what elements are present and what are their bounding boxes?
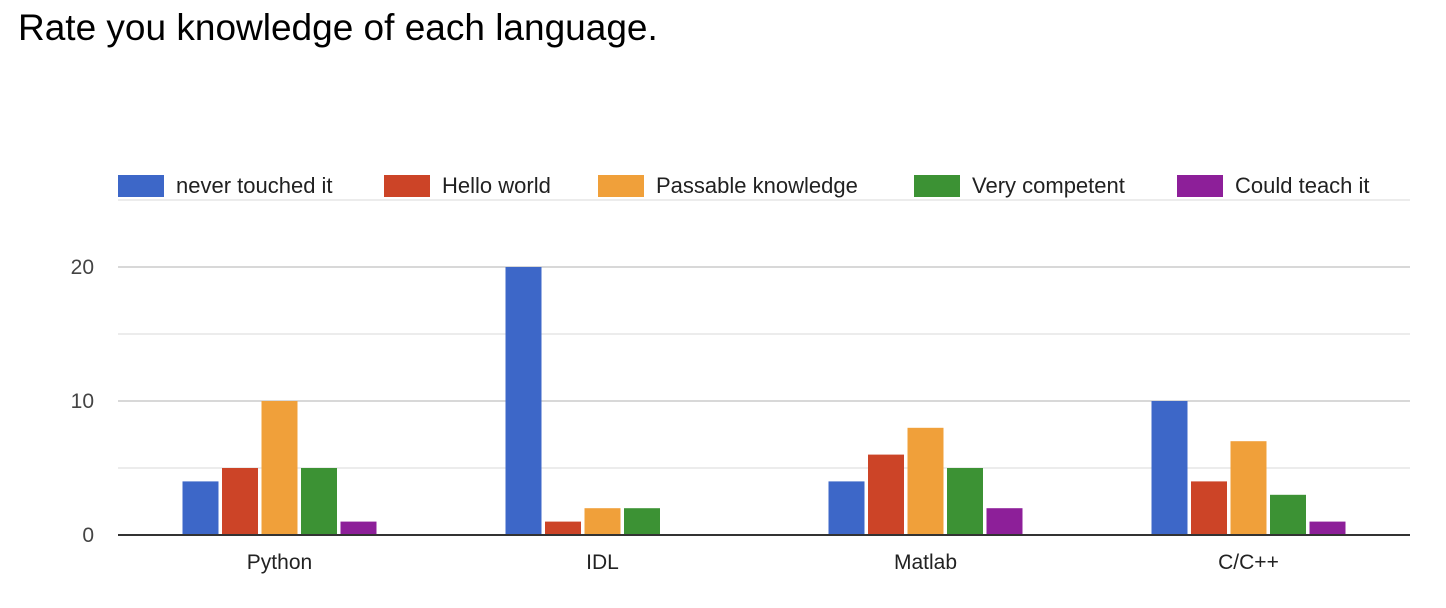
x-category-label: IDL [586, 551, 619, 574]
bar-idl-passable-knowledge [584, 508, 621, 535]
bar-c-c--could-teach-it [1309, 521, 1346, 535]
bar-idl-hello-world [545, 521, 581, 535]
chart-legend: never touched it Hello world Passable know… [118, 173, 1370, 198]
legend-swatch [1177, 175, 1223, 197]
page-title: Rate you knowledge of each language. [18, 7, 658, 48]
bar-matlab-never-touched-it [828, 481, 865, 535]
chart-bars [182, 267, 1346, 535]
legend-swatch [384, 175, 430, 197]
chart-gridlines [118, 199, 1410, 469]
bar-python-hello-world [222, 468, 258, 535]
y-axis: 0 10 20 [71, 256, 94, 547]
y-tick-label: 10 [71, 390, 94, 413]
x-category-label: Python [247, 551, 312, 574]
bar-c-c--never-touched-it [1151, 401, 1188, 535]
bar-python-never-touched-it [182, 481, 219, 535]
bar-python-passable-knowledge [261, 401, 298, 535]
y-tick-label: 0 [82, 524, 94, 547]
bar-matlab-very-competent [947, 468, 983, 535]
bar-matlab-passable-knowledge [907, 427, 944, 535]
legend-swatch [598, 175, 644, 197]
bar-idl-never-touched-it [505, 267, 542, 535]
legend-swatch [118, 175, 164, 197]
x-category-label: Matlab [894, 551, 957, 574]
legend-label: never touched it [176, 173, 333, 198]
bar-c-c--very-competent [1270, 494, 1306, 535]
x-axis: Python IDL Matlab C/C++ [118, 534, 1410, 574]
bar-matlab-hello-world [868, 454, 904, 535]
bar-c-c--hello-world [1191, 481, 1227, 535]
bar-python-very-competent [301, 468, 337, 535]
legend-label: Passable knowledge [656, 173, 858, 198]
bar-matlab-could-teach-it [986, 508, 1023, 535]
legend-label: Very competent [972, 173, 1125, 198]
x-category-label: C/C++ [1218, 551, 1279, 574]
y-tick-label: 20 [71, 256, 94, 279]
legend-label: Hello world [442, 173, 551, 198]
legend-label: Could teach it [1235, 173, 1370, 198]
bar-python-could-teach-it [340, 521, 377, 535]
bar-idl-very-competent [624, 508, 660, 535]
legend-swatch [914, 175, 960, 197]
bar-c-c--passable-knowledge [1230, 441, 1267, 535]
